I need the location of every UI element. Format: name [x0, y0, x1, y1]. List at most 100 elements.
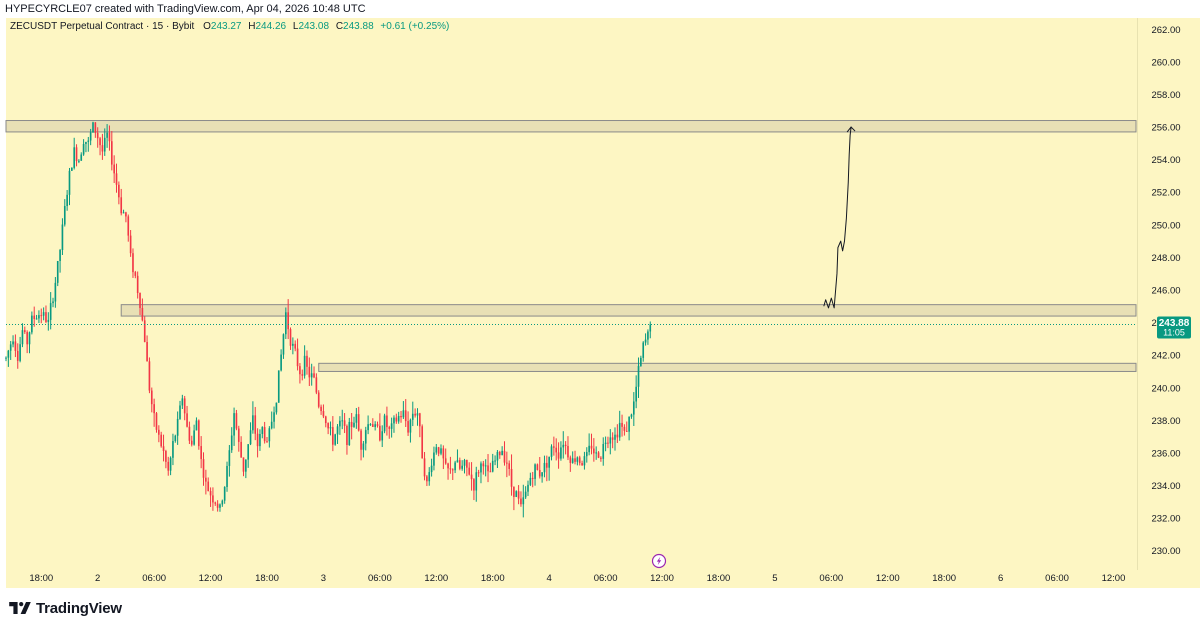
candle-body — [536, 464, 539, 470]
candle-body — [317, 392, 320, 407]
candle-body — [623, 426, 626, 431]
candle-body — [127, 216, 130, 236]
candle-body — [26, 332, 28, 345]
candle-body — [134, 272, 137, 276]
candle-body — [364, 430, 367, 444]
candle-body — [261, 427, 264, 434]
candle-body — [216, 503, 219, 508]
y-tick-label: 256.00 — [1151, 123, 1180, 134]
candle-body — [148, 361, 151, 391]
candle-body — [42, 312, 45, 316]
chart-area[interactable]: 230.00 232.00 234.00 236.00 238.00 240.00 242.… — [0, 18, 1200, 588]
candle-body — [550, 446, 553, 457]
candle-body — [433, 452, 435, 466]
candle-body — [49, 303, 52, 320]
x-tick-label: 4 — [547, 573, 552, 584]
candle-body — [581, 463, 583, 466]
candle-body — [141, 308, 144, 321]
candle-body — [402, 410, 405, 418]
candle-body — [461, 465, 463, 469]
price-tag-box — [1157, 316, 1191, 339]
candle-body — [7, 350, 10, 358]
candle-body — [371, 424, 374, 427]
watermark-header: HYPECYRCLE07 created with TradingView.co… — [0, 0, 1200, 18]
candle-body — [379, 425, 381, 441]
candle-body — [583, 456, 586, 466]
candle-body — [205, 477, 207, 482]
candle-body — [277, 370, 280, 403]
candle-body — [442, 448, 445, 459]
candle-body — [635, 386, 637, 402]
candle-body — [527, 484, 529, 492]
x-tick-label: 12:00 — [650, 573, 674, 584]
price-chart[interactable]: 230.00 232.00 234.00 236.00 238.00 240.00 242.… — [0, 18, 1200, 588]
candle-body — [80, 154, 83, 161]
candle-body — [40, 315, 43, 317]
chart-background — [6, 18, 1137, 570]
candle-body — [212, 495, 214, 503]
time-axis[interactable]: 18:00 2 06:00 12:00 18:00 3 06:00 12:00 18:00 4 06… — [29, 573, 1125, 584]
candle-body — [541, 472, 543, 477]
candle-body — [607, 442, 609, 444]
candle-body — [597, 452, 600, 458]
candle-body — [458, 460, 461, 469]
candle-body — [179, 405, 181, 419]
candle-body — [299, 366, 301, 375]
candle-body — [357, 414, 360, 431]
candle-body — [508, 463, 511, 469]
candle-body — [538, 469, 541, 477]
tradingview-logo[interactable]: TradingView — [9, 598, 122, 618]
candle-body — [444, 458, 447, 464]
candle-body — [23, 330, 26, 333]
candle-body — [52, 301, 54, 304]
candle-body — [346, 425, 348, 446]
candle-body — [256, 433, 259, 447]
candle-body — [531, 477, 534, 479]
candle-body — [637, 365, 640, 387]
candle-body — [118, 184, 120, 198]
candle-body — [59, 250, 61, 262]
candle-body — [228, 450, 231, 466]
candle-body — [73, 147, 76, 168]
candle-body — [416, 413, 419, 416]
symbol-label[interactable]: ZECUSDT Perpetual Contract · 15 · Bybit — [10, 21, 195, 32]
candle-body — [273, 412, 275, 422]
candle-body — [153, 404, 155, 414]
candle-body — [310, 373, 313, 378]
candle-body — [369, 424, 372, 426]
y-tick-label: 240.00 — [1151, 383, 1180, 394]
candle-body — [395, 417, 398, 422]
candle-body — [12, 341, 14, 345]
candle-body — [520, 498, 522, 505]
candle-body — [494, 460, 496, 462]
candle-body — [482, 463, 485, 467]
candle-body — [101, 145, 104, 152]
candle-body — [574, 458, 576, 462]
projection-drawing[interactable] — [823, 126, 856, 309]
candle-body — [585, 452, 588, 457]
candle-body — [31, 315, 33, 333]
candle-body — [397, 415, 400, 422]
candle-body — [87, 140, 90, 142]
zone-1 — [120, 304, 1137, 317]
candle-body — [437, 447, 440, 454]
candle-body — [557, 452, 560, 459]
supply-demand-zones — [5, 120, 1137, 372]
price-tag-countdown: 11:05 — [1163, 328, 1185, 338]
candle-body — [625, 430, 628, 432]
candle-body — [647, 331, 649, 340]
candle-body — [143, 320, 146, 343]
y-tick-label: 262.00 — [1151, 25, 1180, 36]
lightning-icon[interactable] — [651, 553, 667, 569]
candle-body — [28, 332, 31, 345]
candle-body — [522, 497, 525, 505]
candle-body — [169, 457, 172, 471]
candle-body — [61, 224, 64, 251]
candle-body — [186, 413, 188, 427]
candle-body — [282, 334, 285, 355]
y-tick-label: 232.00 — [1151, 514, 1180, 525]
candle-body — [5, 357, 7, 359]
candle-body — [423, 458, 426, 477]
candle-body — [47, 319, 50, 322]
candle-body — [353, 422, 355, 427]
